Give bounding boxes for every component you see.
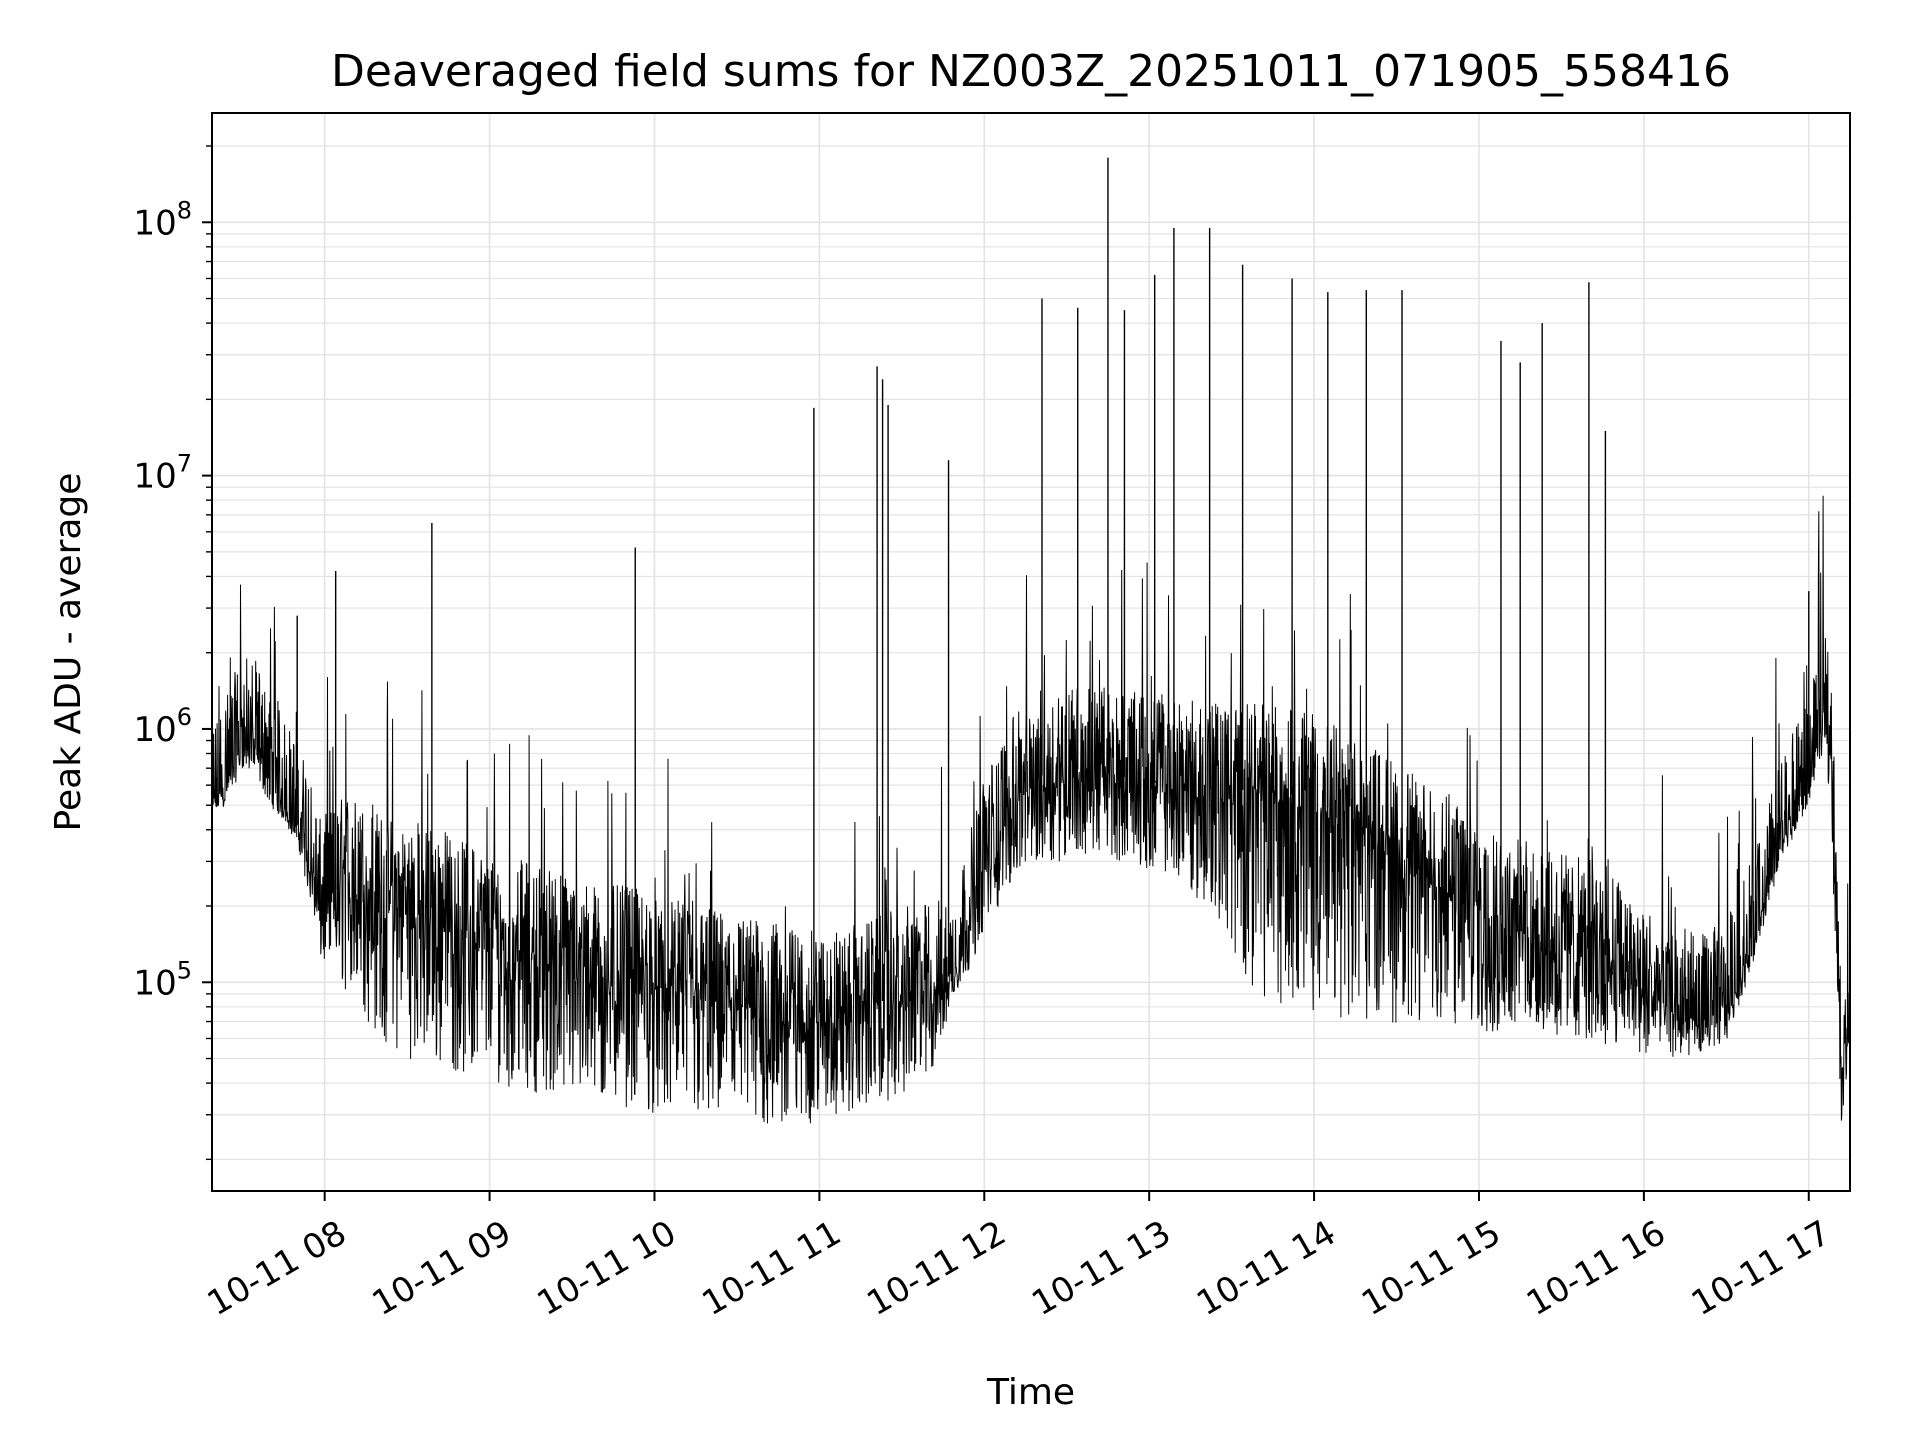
grid (212, 113, 1850, 1191)
y-tick-label: 107 (133, 450, 192, 497)
series-line (211, 495, 1851, 1124)
y-axis: 105 106 107 108 (133, 145, 212, 1161)
y-axis-label: Peak ADU - average (48, 473, 89, 832)
y-tick-label: 105 (133, 956, 192, 1003)
y-tick-label: 108 (133, 196, 192, 243)
chart-title: Deaveraged field sums for NZ003Z_2025101… (331, 46, 1731, 97)
series-group (211, 157, 1851, 1124)
x-axis-label: Time (986, 1372, 1075, 1413)
y-tick-label: 106 (133, 703, 192, 750)
